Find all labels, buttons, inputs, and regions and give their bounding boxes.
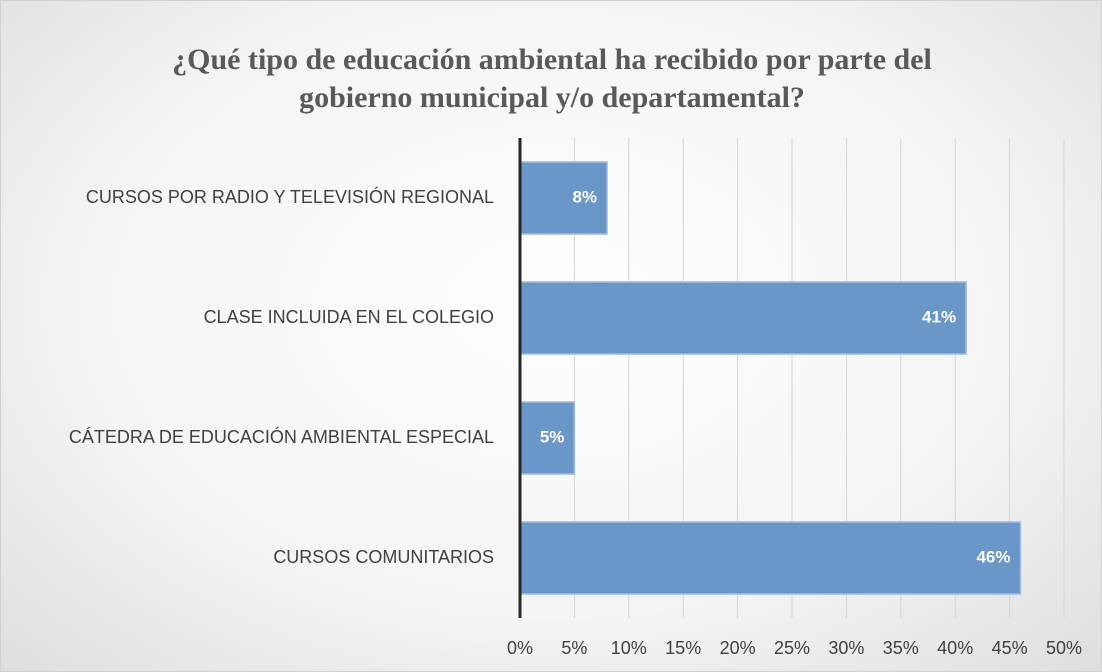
x-tick-label: 50% [1046,638,1082,658]
x-tick-label: 10% [611,638,647,658]
x-tick-label: 15% [665,638,701,658]
y-tick-label: CÁTEDRA DE EDUCACIÓN AMBIENTAL ESPECIAL [69,426,494,447]
y-tick-label: CLASE INCLUIDA EN EL COLEGIO [204,307,494,327]
x-tick-label: 0% [507,638,533,658]
bar [519,521,1022,595]
data-label: 41% [922,307,956,326]
x-tick-label: 25% [774,638,810,658]
data-label: 5% [540,427,565,446]
data-label: 46% [976,547,1010,566]
x-tick-label: 30% [828,638,864,658]
chart-title: ¿Qué tipo de educación ambiental ha reci… [172,43,932,114]
y-tick-label: CURSOS COMUNITARIOS [273,547,494,567]
x-tick-label: 35% [883,638,919,658]
y-tick-label: CURSOS POR RADIO Y TELEVISIÓN REGIONAL [86,186,494,207]
x-tick-label: 45% [992,638,1028,658]
x-tick-label: 40% [937,638,973,658]
x-tick-label: 20% [720,638,756,658]
x-tick-label: 5% [561,638,587,658]
bar [519,281,967,355]
data-label: 8% [572,187,597,206]
